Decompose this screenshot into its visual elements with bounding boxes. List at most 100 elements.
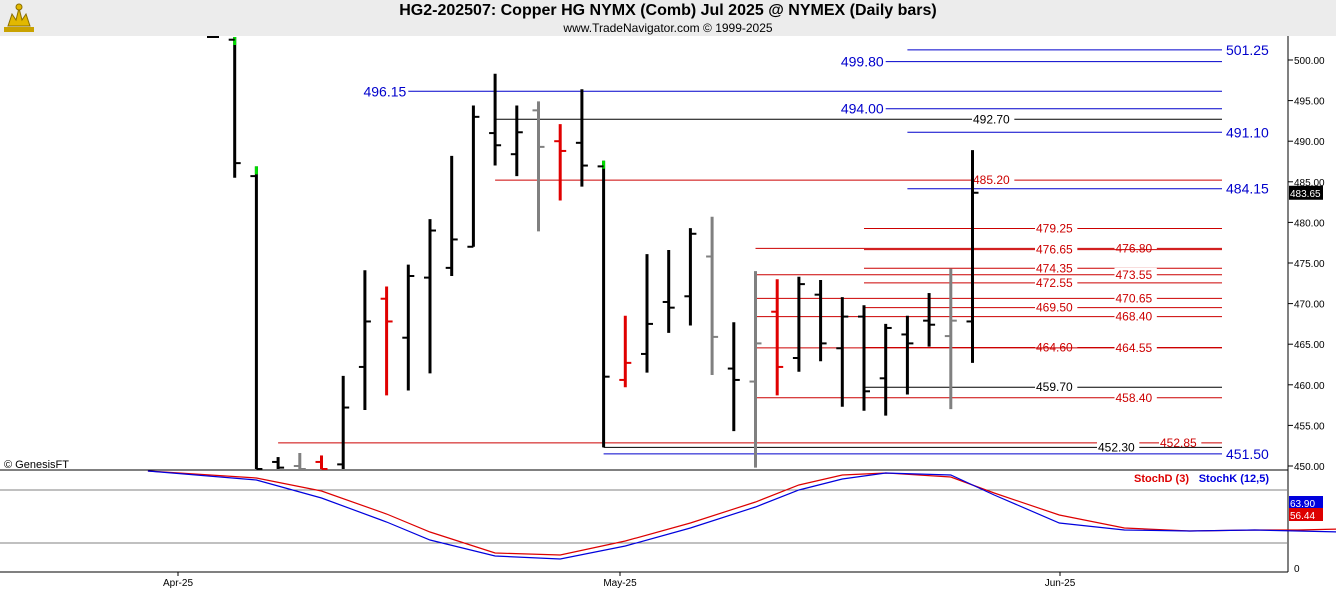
x-tick-label: May-25	[603, 578, 637, 589]
ohlc-bar	[619, 315, 632, 388]
ohlc-bar	[467, 105, 480, 248]
ohlc-bar	[641, 254, 653, 373]
price-level-label: 476.80	[1116, 241, 1153, 255]
stochastic-reference-lines	[0, 489, 1288, 544]
last-price-box	[1289, 185, 1323, 200]
legend-stochd: StochD (3)	[1134, 473, 1189, 485]
ohlc-bar	[293, 453, 306, 470]
ohlc-bar	[315, 455, 328, 470]
ohlc-bar	[380, 286, 393, 396]
ohlc-bar	[358, 270, 371, 410]
chart-title: HG2-202507: Copper HG NYMX (Comb) Jul 20…	[399, 2, 937, 19]
level-label-bg	[1114, 291, 1157, 305]
ohlc-bar	[944, 268, 957, 410]
stochd-last-label: 56.44	[1290, 511, 1315, 522]
price-level-label: 458.40	[1116, 391, 1153, 405]
legend-stochk: StochK (12,5)	[1199, 473, 1270, 485]
ohlc-bar	[662, 250, 675, 333]
ohlc-bar	[684, 228, 697, 326]
price-level-label: 494.00	[841, 101, 884, 117]
y-tick-label: 470.00	[1294, 300, 1325, 311]
ohlc-bar	[706, 216, 719, 376]
ohlc-bar	[272, 457, 285, 469]
stochastic-line	[147, 470, 1336, 560]
x-tick-label: Apr-25	[163, 578, 193, 589]
ohlc-bar	[727, 322, 740, 432]
stochk-last-box	[1289, 496, 1323, 509]
level-label-bg	[1035, 300, 1078, 314]
stoch-y-tick-label: 0	[1294, 564, 1300, 575]
level-label-bg	[1035, 242, 1078, 256]
genesis-watermark: © GenesisFT	[4, 459, 69, 471]
price-level-label: 468.40	[1116, 310, 1153, 324]
ohlc-bar	[532, 101, 545, 232]
price-level-label: 470.65	[1116, 291, 1153, 305]
price-level-label: 472.55	[1036, 276, 1073, 290]
level-label-bg	[1035, 221, 1078, 235]
price-level-label: 479.25	[1036, 221, 1073, 235]
chart-header	[0, 0, 1336, 36]
price-level-label: 473.55	[1116, 268, 1153, 282]
level-label-bg	[1114, 267, 1157, 281]
level-label-bg	[1159, 435, 1202, 449]
ohlc-bar	[250, 166, 263, 470]
y-tick-label: 485.00	[1294, 178, 1325, 189]
time-axis: Apr-25 May-25 Jun-25	[163, 572, 1076, 589]
level-label-bg	[1225, 180, 1275, 196]
plot-background	[0, 36, 1288, 571]
level-label-bg	[1114, 390, 1157, 404]
level-label-bg	[972, 112, 1015, 126]
ohlc-bar	[858, 305, 870, 411]
ohlc-bar	[923, 293, 936, 347]
ohlc-bar	[792, 276, 805, 372]
level-label-bg	[1114, 309, 1157, 323]
level-label-bg	[1114, 340, 1157, 354]
ohlc-bar	[575, 89, 588, 187]
price-level-label: 452.30	[1098, 440, 1135, 454]
level-label-bg	[1035, 380, 1078, 394]
ohlc-bar	[402, 264, 415, 391]
price-level-label: 464.55	[1116, 341, 1153, 355]
ohlc-bar	[597, 160, 610, 448]
ohlc-bar	[966, 150, 979, 363]
ohlc-bar	[814, 280, 827, 362]
ohlc-bar	[337, 375, 350, 469]
ohlc-bar	[228, 37, 241, 178]
price-level-label: 501.25	[1226, 42, 1269, 58]
price-level-label: 496.15	[363, 83, 406, 99]
level-label-bg	[1097, 440, 1140, 454]
y-tick-label: 475.00	[1294, 259, 1325, 270]
level-label-bg	[972, 173, 1015, 187]
price-level-label: 474.35	[1036, 261, 1073, 275]
price-level-label: 492.70	[973, 112, 1010, 126]
price-level-label: 485.20	[973, 173, 1010, 187]
ohlc-bars	[207, 36, 979, 470]
price-level-label: 491.10	[1226, 124, 1269, 140]
chart-subtitle: www.TradeNavigator.com © 1999-2025	[563, 21, 773, 35]
price-levels: 501.25 499.80 496.15 494.00 492.70 491.10 485.…	[278, 41, 1275, 462]
price-level-label: 451.50	[1226, 446, 1269, 462]
ohlc-bar	[510, 105, 523, 177]
level-label-bg	[1035, 261, 1078, 275]
level-label-bg	[1225, 445, 1275, 461]
price-level-label: 499.80	[841, 54, 884, 70]
level-label-bg	[1035, 275, 1078, 289]
price-axis: 450.00 455.00 460.00 465.00 470.00 475.00 480.…	[1288, 56, 1325, 473]
ohlc-bar	[901, 315, 914, 395]
stochk-last-label: 63.90	[1290, 499, 1315, 510]
level-label-bg	[1035, 340, 1078, 354]
y-tick-label: 465.00	[1294, 340, 1325, 351]
level-label-bg	[1114, 241, 1157, 255]
ohlc-bar	[836, 297, 849, 407]
price-level-label: 476.65	[1036, 243, 1073, 257]
price-level-label: 484.15	[1226, 181, 1269, 197]
y-tick-label: 450.00	[1294, 462, 1325, 473]
y-tick-label: 490.00	[1294, 137, 1325, 148]
y-tick-label: 460.00	[1294, 381, 1325, 392]
ohlc-bar	[554, 124, 567, 201]
ohlc-bar	[771, 279, 784, 396]
ohlc-bar	[749, 271, 762, 468]
y-tick-label: 495.00	[1294, 97, 1325, 108]
ohlc-bar	[445, 155, 458, 276]
